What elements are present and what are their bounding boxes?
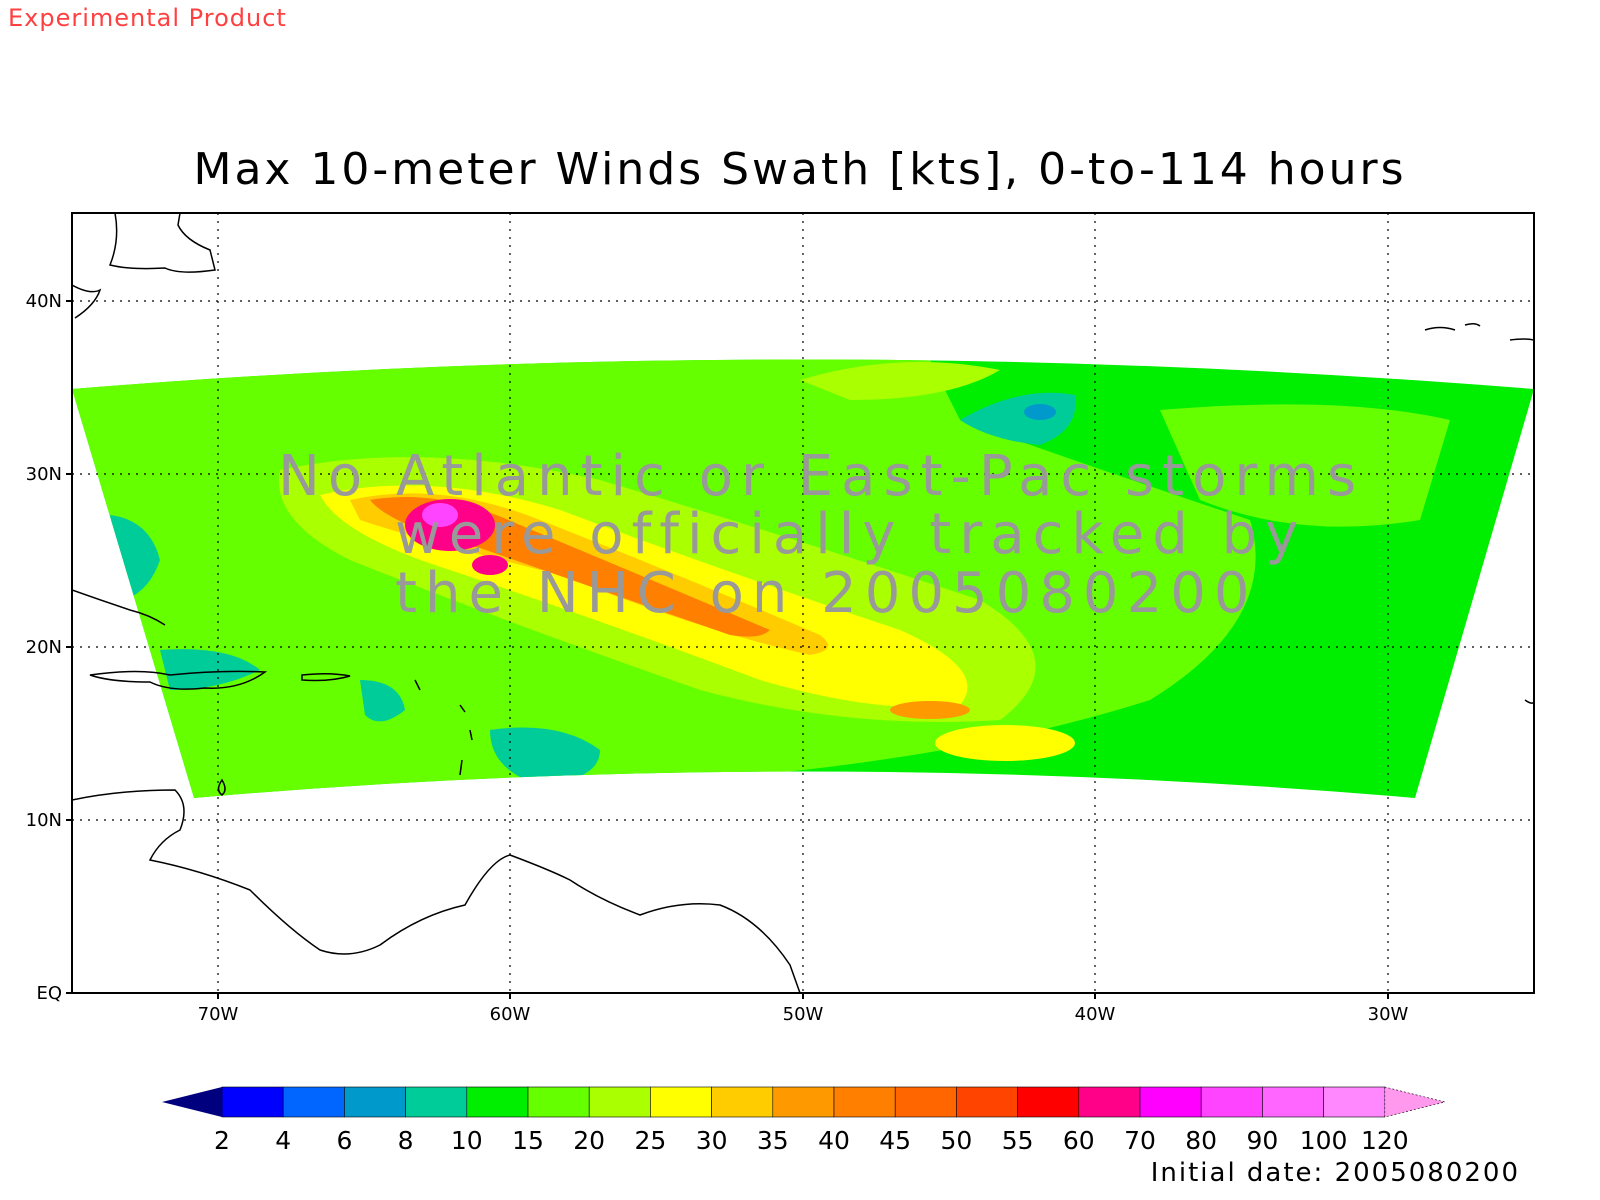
colorbar-box xyxy=(1017,1086,1080,1118)
colorbar-box xyxy=(833,1086,896,1118)
notice-line-1: No Atlantic or East-Pac storms xyxy=(278,444,1364,509)
colorbar-box xyxy=(282,1086,345,1118)
colorbar-label: 15 xyxy=(512,1126,544,1155)
colorbar-label: 40 xyxy=(818,1126,850,1155)
colorbar-box xyxy=(1139,1086,1202,1118)
lon-tick-30w: 30W xyxy=(1368,1004,1409,1025)
colorbar-label: 6 xyxy=(336,1126,352,1155)
colorbar-label: 100 xyxy=(1300,1126,1348,1155)
colorbar-label: 10 xyxy=(451,1126,483,1155)
colorbar-label: 4 xyxy=(275,1126,291,1155)
coastline-puerto-rico xyxy=(301,672,351,682)
coastline-azores xyxy=(1424,322,1534,341)
colorbar-box xyxy=(894,1086,957,1118)
colorbar-label: 55 xyxy=(1002,1126,1034,1155)
colorbar-label: 8 xyxy=(398,1126,414,1155)
lon-tick-50w: 50W xyxy=(783,1004,824,1025)
colorbar-box xyxy=(1078,1086,1141,1118)
experimental-product-label: Experimental Product xyxy=(8,4,287,32)
colorbar-box xyxy=(772,1086,835,1118)
colorbar-box xyxy=(1200,1086,1263,1118)
wind-field xyxy=(72,359,1534,798)
colorbar-label: 50 xyxy=(940,1126,972,1155)
coastline-northeast-us xyxy=(108,213,216,273)
colorbar-left-triangle xyxy=(162,1087,222,1117)
lon-tick-labels: 70W 60W 50W 40W 30W xyxy=(198,1004,1409,1025)
swath-elevated-north xyxy=(800,362,1000,400)
coastline-cuba xyxy=(72,589,166,626)
swath-peak-center xyxy=(422,503,458,527)
gridlines xyxy=(72,213,1534,993)
colorbar-box xyxy=(221,1086,284,1118)
no-storm-notice: No Atlantic or East-Pac storms were offi… xyxy=(278,444,1364,626)
coastline-long-island xyxy=(72,284,102,319)
map-title: Max 10-meter Winds Swath [kts], 0-to-114… xyxy=(193,144,1407,195)
coastline-lesser-antilles xyxy=(414,679,473,776)
colorbar-box xyxy=(527,1086,590,1118)
coastline-south-america xyxy=(72,789,801,993)
colorbar-box xyxy=(711,1086,774,1118)
lon-tick-40w: 40W xyxy=(1075,1004,1116,1025)
colorbar-label: 120 xyxy=(1361,1126,1409,1155)
colorbar-label: 35 xyxy=(757,1126,789,1155)
swath-extreme-secondary xyxy=(472,555,508,575)
swath-low-patch-antilles xyxy=(360,680,405,722)
colorbar: 2 4 6 8 10 15 20 25 30 35 40 45 50 55 60 70 80 90 100 120 xyxy=(162,1086,1445,1155)
coastline-trinidad xyxy=(217,778,226,796)
coastlines xyxy=(72,213,1534,993)
colorbar-label: 90 xyxy=(1246,1126,1278,1155)
swath-secondary-max xyxy=(890,701,970,719)
lat-tick-40n: 40N xyxy=(26,291,62,312)
colorbar-label: 20 xyxy=(573,1126,605,1155)
swath-low-patch-south xyxy=(490,727,600,785)
initial-date-label: Initial date: 2005080200 xyxy=(1150,1158,1520,1188)
colorbar-box xyxy=(588,1086,651,1118)
coastline-hispaniola xyxy=(89,670,268,690)
tick-marks xyxy=(66,300,1389,999)
lon-tick-70w: 70W xyxy=(198,1004,239,1025)
colorbar-box xyxy=(466,1086,529,1118)
colorbar-label: 45 xyxy=(879,1126,911,1155)
notice-line-2: were officially tracked by xyxy=(395,502,1306,567)
colorbar-box xyxy=(1323,1086,1386,1118)
colorbar-box xyxy=(1262,1086,1324,1118)
lat-tick-labels: EQ 10N 20N 30N 40N xyxy=(26,291,62,1004)
colorbar-box xyxy=(650,1086,712,1118)
colorbar-label: 30 xyxy=(696,1126,728,1155)
lon-tick-60w: 60W xyxy=(490,1004,531,1025)
colorbar-box xyxy=(405,1086,468,1118)
colorbar-label: 2 xyxy=(214,1126,230,1155)
colorbar-label: 70 xyxy=(1124,1126,1156,1155)
lat-tick-30n: 30N xyxy=(26,464,62,485)
colorbar-right-triangle xyxy=(1384,1086,1445,1118)
colorbar-box xyxy=(344,1086,406,1118)
swath-lower-patch-north xyxy=(1024,404,1056,420)
colorbar-box xyxy=(956,1086,1018,1118)
notice-line-3: the NHC on 2005080200 xyxy=(395,561,1257,626)
lat-tick-20n: 20N xyxy=(26,637,62,658)
swath-high-east-blob xyxy=(935,725,1075,761)
colorbar-label: 60 xyxy=(1063,1126,1095,1155)
swath-moderate-east xyxy=(1160,404,1450,527)
colorbar-label: 25 xyxy=(634,1126,666,1155)
lat-tick-10n: 10N xyxy=(26,810,62,831)
colorbar-label: 80 xyxy=(1185,1126,1217,1155)
lat-tick-eq: EQ xyxy=(36,983,62,1004)
swath-low-patch-hispaniola xyxy=(160,649,260,690)
